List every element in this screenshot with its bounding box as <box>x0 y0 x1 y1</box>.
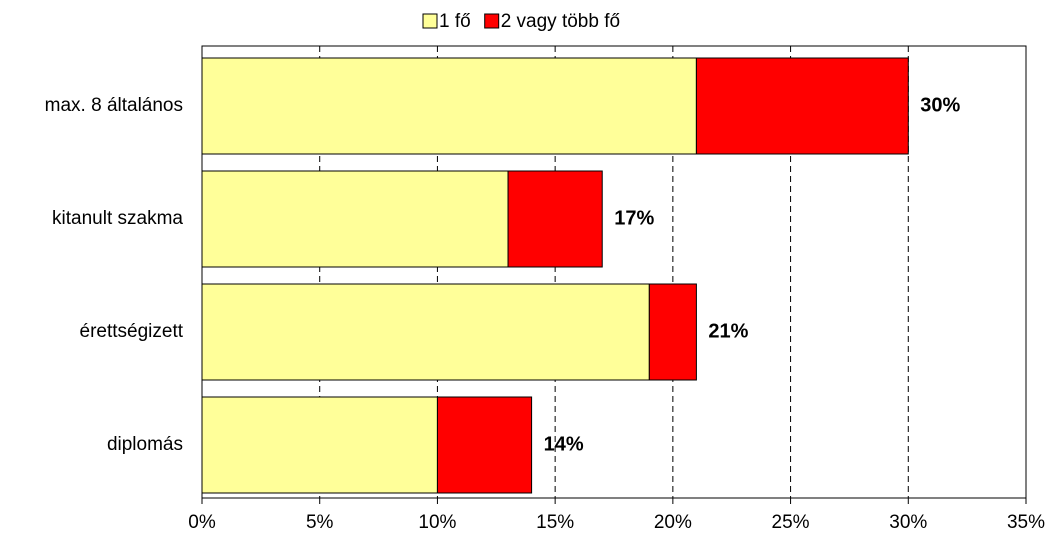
x-tick-label: 0% <box>188 512 216 533</box>
y-tick-label: max. 8 általános <box>45 95 183 116</box>
x-tick-label: 35% <box>1007 512 1045 533</box>
bar-segment <box>201 57 697 155</box>
total-label: 17% <box>614 207 654 229</box>
legend-swatch <box>484 13 500 29</box>
total-label: 21% <box>708 320 748 342</box>
y-tick-label: érettségizett <box>80 321 184 342</box>
y-tick-label: diplomás <box>107 434 183 455</box>
x-tick-label: 5% <box>306 512 334 533</box>
bar-segment <box>436 396 533 494</box>
plot-border <box>201 45 1027 499</box>
x-tick-label: 20% <box>654 512 692 533</box>
bar-segment <box>648 283 697 381</box>
total-label: 30% <box>920 94 960 116</box>
y-tick-label: kitanult szakma <box>52 208 183 229</box>
x-tick-label: 25% <box>772 512 810 533</box>
x-tick-label: 10% <box>418 512 456 533</box>
bar-segment <box>695 57 909 155</box>
legend-swatch <box>422 13 438 29</box>
x-tick-label: 15% <box>536 512 574 533</box>
bar-segment <box>201 283 650 381</box>
bar-segment <box>201 396 438 494</box>
x-tick-label: 30% <box>889 512 927 533</box>
bar-segment <box>507 170 603 268</box>
total-label: 14% <box>544 433 584 455</box>
legend-label: 2 vagy több fő <box>501 11 620 32</box>
bar-segment <box>201 170 509 268</box>
legend-label: 1 fő <box>439 11 471 32</box>
